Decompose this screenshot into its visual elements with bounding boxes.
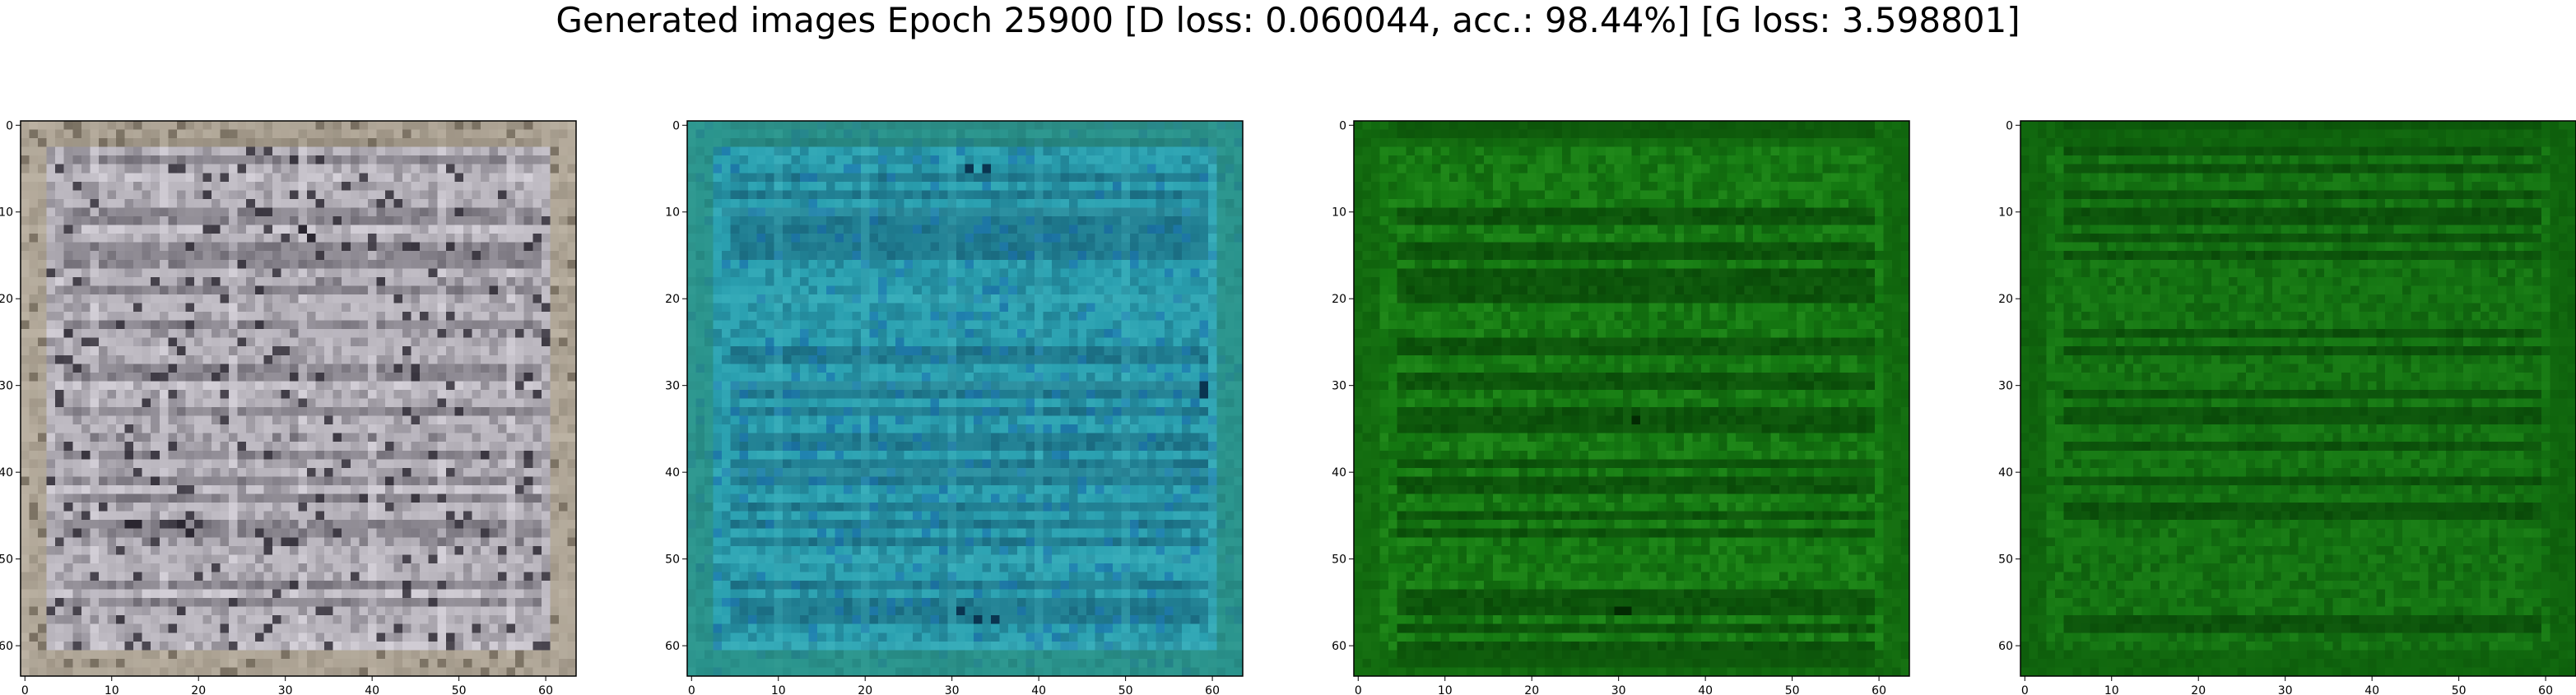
- x-tick-label: 60: [1205, 684, 1220, 695]
- x-tick-label: 20: [858, 684, 872, 695]
- x-tick-label: 0: [1355, 684, 1362, 695]
- y-tick-label: 0: [1339, 119, 1346, 132]
- generated-image: [687, 121, 1243, 676]
- y-tick-label: 30: [0, 380, 13, 393]
- x-tick-label: 30: [1611, 684, 1626, 695]
- y-tick-label: 60: [0, 640, 13, 653]
- y-tick-label: 60: [1998, 640, 2013, 653]
- y-tick-label: 50: [1998, 554, 2013, 567]
- x-tick-label: 50: [1118, 684, 1133, 695]
- x-tick-label: 50: [452, 684, 467, 695]
- image-panel-1: 0 10 20 30 40 50 60 0 10 20 30 40 50 60: [0, 119, 577, 695]
- x-tick-label: 10: [2104, 684, 2119, 695]
- y-tick-label: 40: [0, 466, 13, 480]
- x-tick-label: 0: [688, 684, 695, 695]
- y-tick-label: 20: [1998, 293, 2013, 306]
- axes-frame: [686, 120, 1244, 677]
- figure-title: Generated images Epoch 25900 [D loss: 0.…: [556, 0, 2020, 40]
- x-tick-label: 0: [21, 684, 29, 695]
- y-tick-label: 10: [1998, 206, 2013, 220]
- y-tick-label: 50: [665, 554, 680, 567]
- axes-frame: [2020, 120, 2576, 677]
- x-tick-label: 0: [2021, 684, 2029, 695]
- x-tick-label: 60: [1872, 684, 1886, 695]
- y-tick-label: 10: [665, 206, 680, 220]
- x-tick-label: 30: [2278, 684, 2293, 695]
- y-tick-label: 0: [672, 119, 680, 132]
- y-tick-label: 60: [665, 640, 680, 653]
- generated-image: [21, 121, 576, 676]
- y-tick-label: 30: [665, 380, 680, 393]
- y-tick-label: 0: [6, 119, 13, 132]
- y-tick-label: 30: [1998, 380, 2013, 393]
- axes-frame: [20, 120, 577, 677]
- x-tick-label: 20: [191, 684, 206, 695]
- generated-image: [1354, 121, 1909, 676]
- x-tick-label: 40: [2364, 684, 2379, 695]
- x-tick-label: 20: [1524, 684, 1539, 695]
- y-tick-label: 40: [1998, 466, 2013, 480]
- y-tick-label: 20: [0, 293, 13, 306]
- generated-image: [2020, 121, 2576, 676]
- x-tick-label: 10: [105, 684, 119, 695]
- y-tick-label: 20: [1332, 293, 1346, 306]
- x-tick-label: 10: [1438, 684, 1453, 695]
- y-tick-label: 40: [1332, 466, 1346, 480]
- y-tick-label: 40: [665, 466, 680, 480]
- x-tick-label: 40: [1698, 684, 1713, 695]
- y-tick-label: 10: [1332, 206, 1346, 220]
- x-tick-label: 60: [538, 684, 553, 695]
- image-panel-3: 0 10 20 30 40 50 60 0 10 20 30 40 50 60: [1332, 119, 1910, 695]
- x-tick-label: 40: [365, 684, 379, 695]
- x-tick-label: 50: [2452, 684, 2467, 695]
- y-tick-label: 50: [0, 554, 13, 567]
- y-tick-label: 30: [1332, 380, 1346, 393]
- x-tick-label: 20: [2191, 684, 2206, 695]
- x-tick-label: 30: [278, 684, 293, 695]
- image-panel-4: 0 10 20 30 40 50 60 0 10 20 30 40 50 60: [1998, 119, 2576, 695]
- y-tick-label: 0: [2006, 119, 2013, 132]
- image-panel-2: 0 10 20 30 40 50 60 0 10 20 30 40 50 60: [665, 119, 1244, 695]
- x-tick-label: 50: [1785, 684, 1800, 695]
- axes-frame: [1353, 120, 1910, 677]
- y-tick-label: 60: [1332, 640, 1346, 653]
- x-tick-label: 60: [2538, 684, 2553, 695]
- y-tick-label: 20: [665, 293, 680, 306]
- y-tick-label: 50: [1332, 554, 1346, 567]
- y-tick-label: 10: [0, 206, 13, 220]
- x-tick-label: 30: [945, 684, 960, 695]
- x-tick-label: 40: [1031, 684, 1046, 695]
- x-tick-label: 10: [771, 684, 786, 695]
